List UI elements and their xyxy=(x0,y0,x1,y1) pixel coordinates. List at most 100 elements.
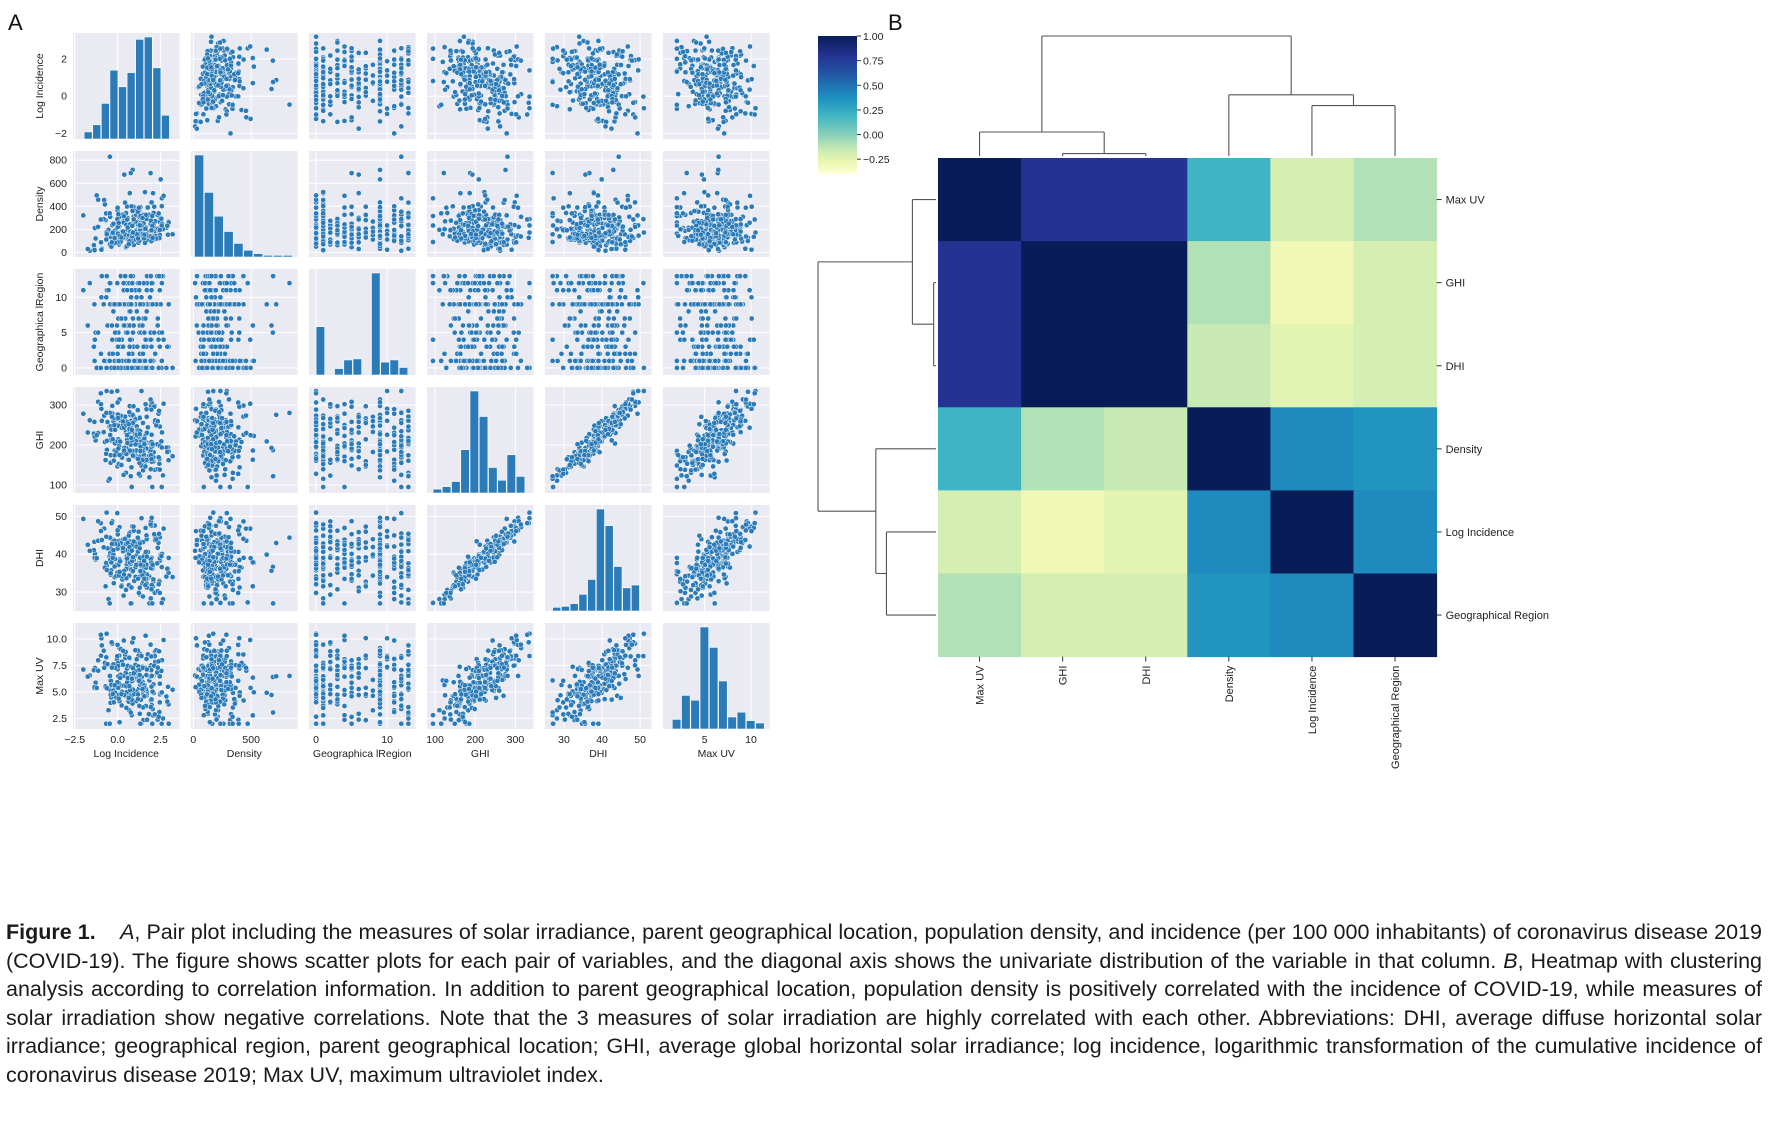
scatter-point xyxy=(313,55,319,62)
hist-bar xyxy=(478,416,489,494)
scatter-point xyxy=(115,219,122,226)
scatter-point xyxy=(606,358,613,364)
scatter-point xyxy=(109,229,116,236)
scatter-point xyxy=(563,210,569,216)
scatter-point xyxy=(606,308,613,315)
scatter-point xyxy=(590,243,597,250)
scatter-point xyxy=(158,484,165,490)
scatter-point xyxy=(742,93,749,100)
scatter-point xyxy=(228,329,235,336)
scatter-point xyxy=(194,417,200,424)
scatter-point xyxy=(151,203,158,210)
scatter-point xyxy=(154,315,161,322)
scatter-point xyxy=(377,222,383,229)
scatter-point xyxy=(502,167,509,173)
scatter-point xyxy=(377,467,383,474)
scatter-point xyxy=(377,78,383,85)
scatter-point xyxy=(355,239,362,246)
scatter-point xyxy=(320,197,327,203)
scatter-point xyxy=(737,343,744,350)
scatter-point xyxy=(142,401,149,408)
scatter-point xyxy=(484,322,491,329)
scatter-point xyxy=(440,273,447,279)
scatter-point xyxy=(224,438,230,445)
scatter-point xyxy=(443,365,450,371)
scatter-point xyxy=(734,199,741,206)
scatter-point xyxy=(525,234,532,241)
scatter-point xyxy=(618,62,624,68)
pair-cell-r0-c2 xyxy=(309,33,416,139)
scatter-point xyxy=(606,108,612,115)
scatter-point xyxy=(341,221,348,228)
scatter-point xyxy=(624,43,631,50)
scatter-point xyxy=(703,33,710,40)
scatter-point xyxy=(220,461,226,467)
scatter-point xyxy=(355,125,362,132)
scatter-point xyxy=(438,358,445,364)
y-tick-label: 2 xyxy=(61,54,67,66)
scatter-point xyxy=(478,98,484,105)
scatter-point xyxy=(602,230,609,237)
scatter-point xyxy=(723,49,729,56)
scatter-point xyxy=(573,54,580,61)
scatter-point xyxy=(214,63,220,70)
scatter-point xyxy=(712,358,719,364)
scatter-point xyxy=(129,365,135,371)
scatter-point xyxy=(320,69,327,76)
pair-cell-r0-c5 xyxy=(663,33,770,139)
scatter-point xyxy=(217,280,223,286)
scatter-point xyxy=(565,69,572,76)
scatter-point xyxy=(80,212,87,219)
scatter-point xyxy=(622,350,629,357)
scatter-point xyxy=(341,99,348,105)
scatter-point xyxy=(227,484,233,490)
scatter-point xyxy=(220,358,226,364)
scatter-point xyxy=(725,273,732,279)
scatter-point xyxy=(718,322,724,329)
scatter-point xyxy=(121,447,127,454)
scatter-point xyxy=(677,322,684,329)
scatter-point xyxy=(334,239,341,246)
scatter-point xyxy=(134,343,141,350)
scatter-point xyxy=(439,231,446,238)
scatter-point xyxy=(133,294,140,301)
hist-bar xyxy=(398,367,409,376)
scatter-point xyxy=(728,336,734,343)
pair-cell-r1-c3 xyxy=(427,151,534,257)
scatter-point xyxy=(674,358,680,364)
scatter-point xyxy=(549,210,556,217)
scatter-point xyxy=(362,403,369,410)
scatter-point xyxy=(474,358,480,364)
scatter-point xyxy=(596,229,602,236)
scatter-point xyxy=(494,65,501,72)
scatter-point xyxy=(212,47,219,54)
scatter-point xyxy=(479,78,486,85)
scatter-point xyxy=(384,431,390,438)
scatter-point xyxy=(722,315,729,322)
scatter-point xyxy=(499,230,506,237)
pair-cell-r2-c3 xyxy=(427,269,534,375)
scatter-point xyxy=(355,94,362,100)
scatter-point xyxy=(139,215,146,221)
scatter-point xyxy=(619,329,626,336)
scatter-point xyxy=(348,224,355,230)
scatter-point xyxy=(137,448,144,454)
scatter-point xyxy=(508,62,515,68)
scatter-point xyxy=(476,215,482,222)
scatter-point xyxy=(334,449,341,455)
scatter-point xyxy=(377,233,383,239)
scatter-point xyxy=(574,365,581,371)
scatter-point xyxy=(263,438,270,445)
scatter-point xyxy=(141,329,148,336)
scatter-point xyxy=(398,433,405,440)
scatter-point xyxy=(101,197,108,203)
scatter-point xyxy=(722,336,729,343)
scatter-point xyxy=(699,365,706,371)
scatter-point xyxy=(693,350,699,357)
pair-cell-r0-c3 xyxy=(427,33,534,139)
scatter-point xyxy=(721,130,728,137)
scatter-point xyxy=(500,99,507,106)
scatter-point xyxy=(484,125,491,132)
scatter-point xyxy=(398,233,405,240)
scatter-point xyxy=(696,81,703,88)
